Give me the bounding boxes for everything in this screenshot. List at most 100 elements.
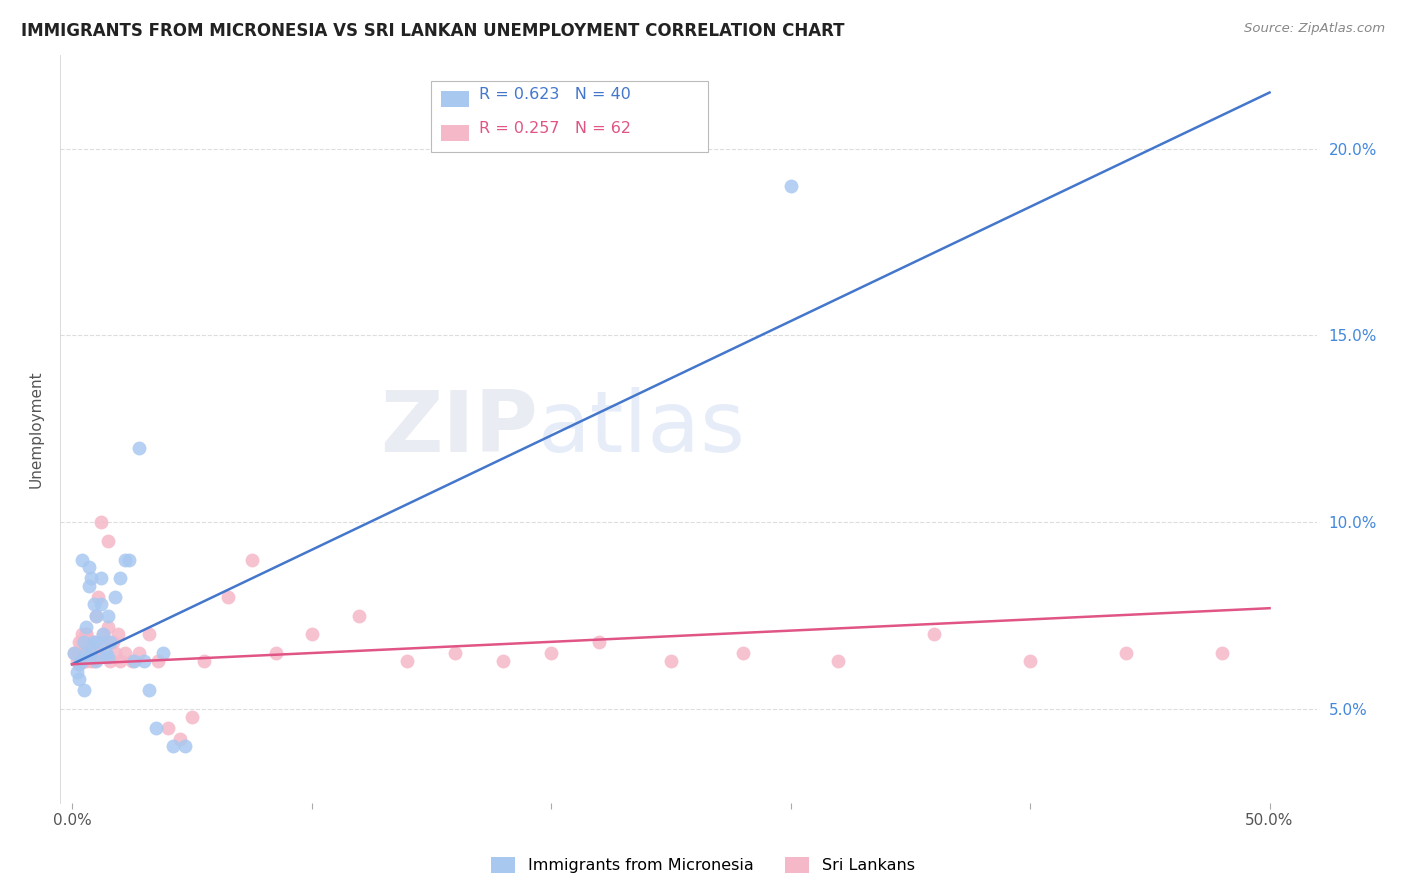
Point xyxy=(84,646,107,660)
Point xyxy=(156,721,179,735)
Point xyxy=(148,653,170,667)
Point xyxy=(87,590,110,604)
Point xyxy=(97,533,120,548)
Point xyxy=(1019,653,1042,667)
Text: R = 0.623   N = 40: R = 0.623 N = 40 xyxy=(479,87,631,103)
Point xyxy=(104,646,127,660)
Point xyxy=(114,552,136,566)
Point xyxy=(138,683,160,698)
Point xyxy=(98,653,121,667)
Point xyxy=(91,627,114,641)
Point xyxy=(922,627,945,641)
Point xyxy=(132,653,155,667)
Point xyxy=(1115,646,1137,660)
Point xyxy=(67,657,90,672)
Point xyxy=(67,672,90,686)
Point xyxy=(492,653,515,667)
Point xyxy=(101,635,124,649)
Point xyxy=(84,653,107,667)
Point xyxy=(444,646,467,660)
Point xyxy=(169,731,191,746)
Point xyxy=(396,653,419,667)
Point xyxy=(63,646,86,660)
Point xyxy=(66,665,89,679)
Point xyxy=(77,639,100,653)
Point xyxy=(94,635,117,649)
Point xyxy=(659,123,682,137)
Point xyxy=(67,657,90,672)
Legend: Immigrants from Micronesia, Sri Lankans: Immigrants from Micronesia, Sri Lankans xyxy=(485,850,921,880)
Point xyxy=(104,590,127,604)
Point xyxy=(73,649,96,664)
Text: R = 0.257   N = 62: R = 0.257 N = 62 xyxy=(479,121,631,136)
Point xyxy=(91,627,114,641)
Point xyxy=(83,635,105,649)
Text: IMMIGRANTS FROM MICRONESIA VS SRI LANKAN UNEMPLOYMENT CORRELATION CHART: IMMIGRANTS FROM MICRONESIA VS SRI LANKAN… xyxy=(21,22,845,40)
Point xyxy=(70,646,93,660)
Point xyxy=(97,620,120,634)
Y-axis label: Unemployment: Unemployment xyxy=(30,370,44,488)
Point xyxy=(75,627,97,641)
Point xyxy=(77,579,100,593)
Point xyxy=(80,653,103,667)
Point xyxy=(80,646,103,660)
Point xyxy=(75,627,97,641)
Point xyxy=(107,627,129,641)
Point xyxy=(80,571,103,585)
Point xyxy=(90,646,112,660)
Point xyxy=(180,709,202,723)
Point xyxy=(70,653,93,667)
FancyBboxPatch shape xyxy=(432,81,707,153)
Point xyxy=(145,721,167,735)
Point xyxy=(173,739,195,754)
Point xyxy=(75,620,97,634)
Point xyxy=(83,653,105,667)
Point xyxy=(588,635,610,649)
Point xyxy=(540,646,562,660)
Point xyxy=(121,653,143,667)
Point xyxy=(84,608,107,623)
Point xyxy=(70,635,93,649)
Point xyxy=(90,598,112,612)
Point xyxy=(90,571,112,585)
Point xyxy=(83,635,105,649)
Point xyxy=(264,646,287,660)
Point xyxy=(240,552,263,566)
Point xyxy=(349,608,371,623)
Point xyxy=(1211,646,1233,660)
Point xyxy=(138,627,160,641)
Point xyxy=(108,571,131,585)
Point xyxy=(97,608,120,623)
Point xyxy=(80,646,103,660)
Point xyxy=(75,653,97,667)
Point xyxy=(108,653,131,667)
Point xyxy=(66,653,89,667)
Point xyxy=(124,653,146,667)
Point xyxy=(73,653,96,667)
Point xyxy=(87,635,110,649)
Point xyxy=(77,560,100,574)
Point xyxy=(94,646,117,660)
Text: atlas: atlas xyxy=(538,387,745,470)
Point xyxy=(162,739,184,754)
Point xyxy=(90,515,112,529)
Point xyxy=(67,635,90,649)
FancyBboxPatch shape xyxy=(441,91,468,107)
Point xyxy=(779,178,801,193)
Point xyxy=(97,649,120,664)
Point xyxy=(73,683,96,698)
Point xyxy=(77,646,100,660)
Point xyxy=(217,590,239,604)
Text: ZIP: ZIP xyxy=(380,387,538,470)
Point xyxy=(73,642,96,657)
Point xyxy=(128,646,150,660)
Point xyxy=(98,635,121,649)
Point xyxy=(128,441,150,455)
Point xyxy=(118,552,141,566)
Point xyxy=(83,598,105,612)
Point xyxy=(73,635,96,649)
Text: Source: ZipAtlas.com: Source: ZipAtlas.com xyxy=(1244,22,1385,36)
Point xyxy=(827,653,849,667)
Point xyxy=(152,646,174,660)
Point xyxy=(67,646,90,660)
